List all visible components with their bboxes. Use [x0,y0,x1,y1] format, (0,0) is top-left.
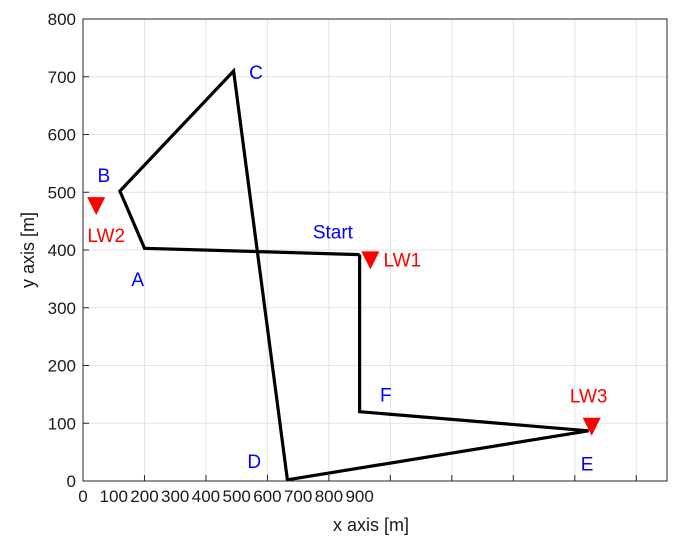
markers: LW1 LW2 LW3 [87,197,608,436]
marker-triangle [361,251,380,270]
point-label: A [131,270,144,291]
y-tick-label: 800 [48,10,76,29]
y-tick-label: 0 [67,472,76,491]
point-labels: Start A B C D E F [98,63,594,476]
x-tick-label: 900 [345,487,373,506]
point-label: D [247,452,261,473]
x-tick-label: 200 [130,487,158,506]
marker-triangle [87,197,106,216]
marker-label: LW1 [384,250,422,271]
x-tick-label: 100 [100,487,128,506]
series-layer [118,67,589,482]
x-tick-label: 600 [253,487,281,506]
x-tick-label: 500 [222,487,250,506]
point-label: E [581,455,594,476]
y-tick-label: 300 [48,299,76,318]
point-label: F [380,385,392,406]
marker-triangle [582,417,601,436]
y-axis-label: y axis [m] [18,212,38,288]
x-tick-label: 0 [78,487,87,506]
y-tick-label: 700 [48,68,76,87]
marker-label: LW3 [570,387,608,408]
y-tick-label: 500 [48,183,76,202]
x-tick-label: 800 [315,487,343,506]
point-label: Start [313,223,354,244]
y-tick-label: 100 [48,414,76,433]
point-label: B [98,166,111,187]
path-line [118,67,589,482]
x-tick-label: 400 [192,487,220,506]
x-tick-label: 300 [161,487,189,506]
y-tick-label: 600 [48,126,76,145]
point-label: C [249,63,263,84]
y-tick-label: 400 [48,241,76,260]
y-tick-label: 200 [48,357,76,376]
x-tick-label: 700 [284,487,312,506]
marker-label: LW2 [87,226,125,247]
x-axis-label: x axis [m] [333,515,409,535]
